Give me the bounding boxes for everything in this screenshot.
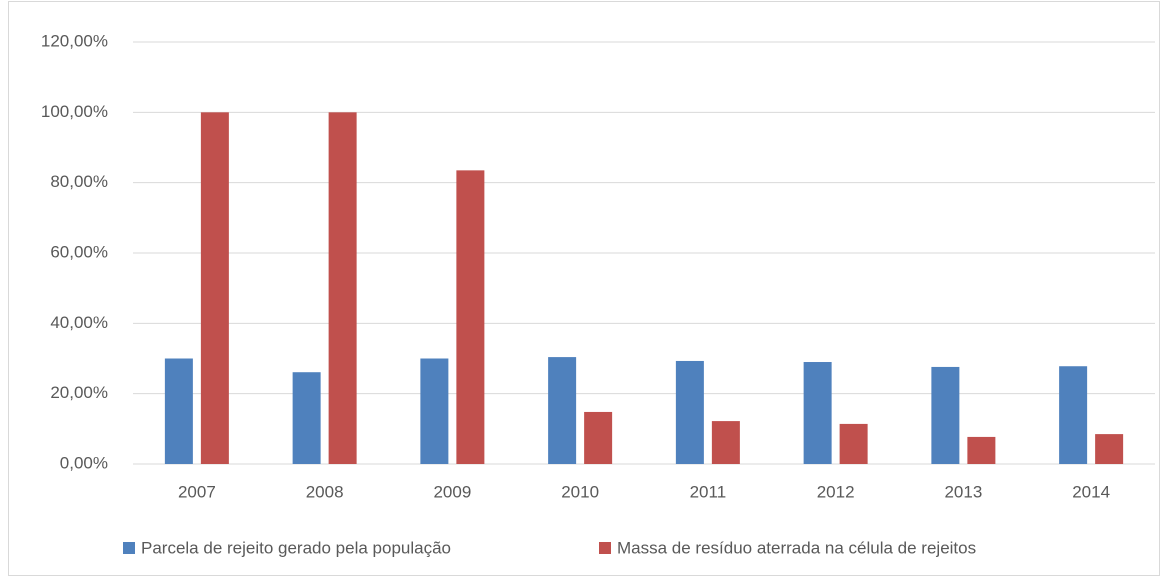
bar xyxy=(548,357,577,464)
bar xyxy=(200,112,229,464)
bar xyxy=(675,360,704,464)
x-tick-label: 2012 xyxy=(817,482,855,501)
bar xyxy=(967,436,996,464)
bar xyxy=(803,362,832,464)
bar xyxy=(931,366,960,464)
y-tick-label: 60,00% xyxy=(50,242,108,261)
x-tick-label: 2014 xyxy=(1072,482,1110,501)
y-tick-label: 40,00% xyxy=(50,313,108,332)
bar xyxy=(420,358,449,464)
bar xyxy=(292,372,321,464)
x-tick-label: 2011 xyxy=(690,482,727,501)
y-tick-label: 120,00% xyxy=(41,31,108,50)
legend-label: Parcela de rejeito gerado pela população xyxy=(141,538,451,557)
chart-border xyxy=(8,1,1160,576)
x-tick-label: 2007 xyxy=(178,482,216,501)
bar xyxy=(328,112,357,464)
x-tick-label: 2010 xyxy=(561,482,599,501)
legend-label: Massa de resíduo aterrada na célula de r… xyxy=(617,538,976,557)
x-tick-label: 2008 xyxy=(306,482,344,501)
bar xyxy=(839,423,868,464)
x-tick-label: 2009 xyxy=(433,482,471,501)
y-tick-label: 20,00% xyxy=(50,383,108,402)
bar xyxy=(1059,366,1088,464)
bar xyxy=(164,358,193,464)
x-tick-label: 2013 xyxy=(944,482,982,501)
legend-swatch xyxy=(123,542,135,554)
bar xyxy=(456,170,485,464)
bar xyxy=(711,421,740,464)
y-tick-label: 80,00% xyxy=(50,172,108,191)
bar xyxy=(1095,434,1124,464)
bar xyxy=(584,411,613,464)
y-tick-label: 100,00% xyxy=(41,102,108,121)
legend-swatch xyxy=(599,542,611,554)
y-tick-label: 0,00% xyxy=(60,453,108,472)
